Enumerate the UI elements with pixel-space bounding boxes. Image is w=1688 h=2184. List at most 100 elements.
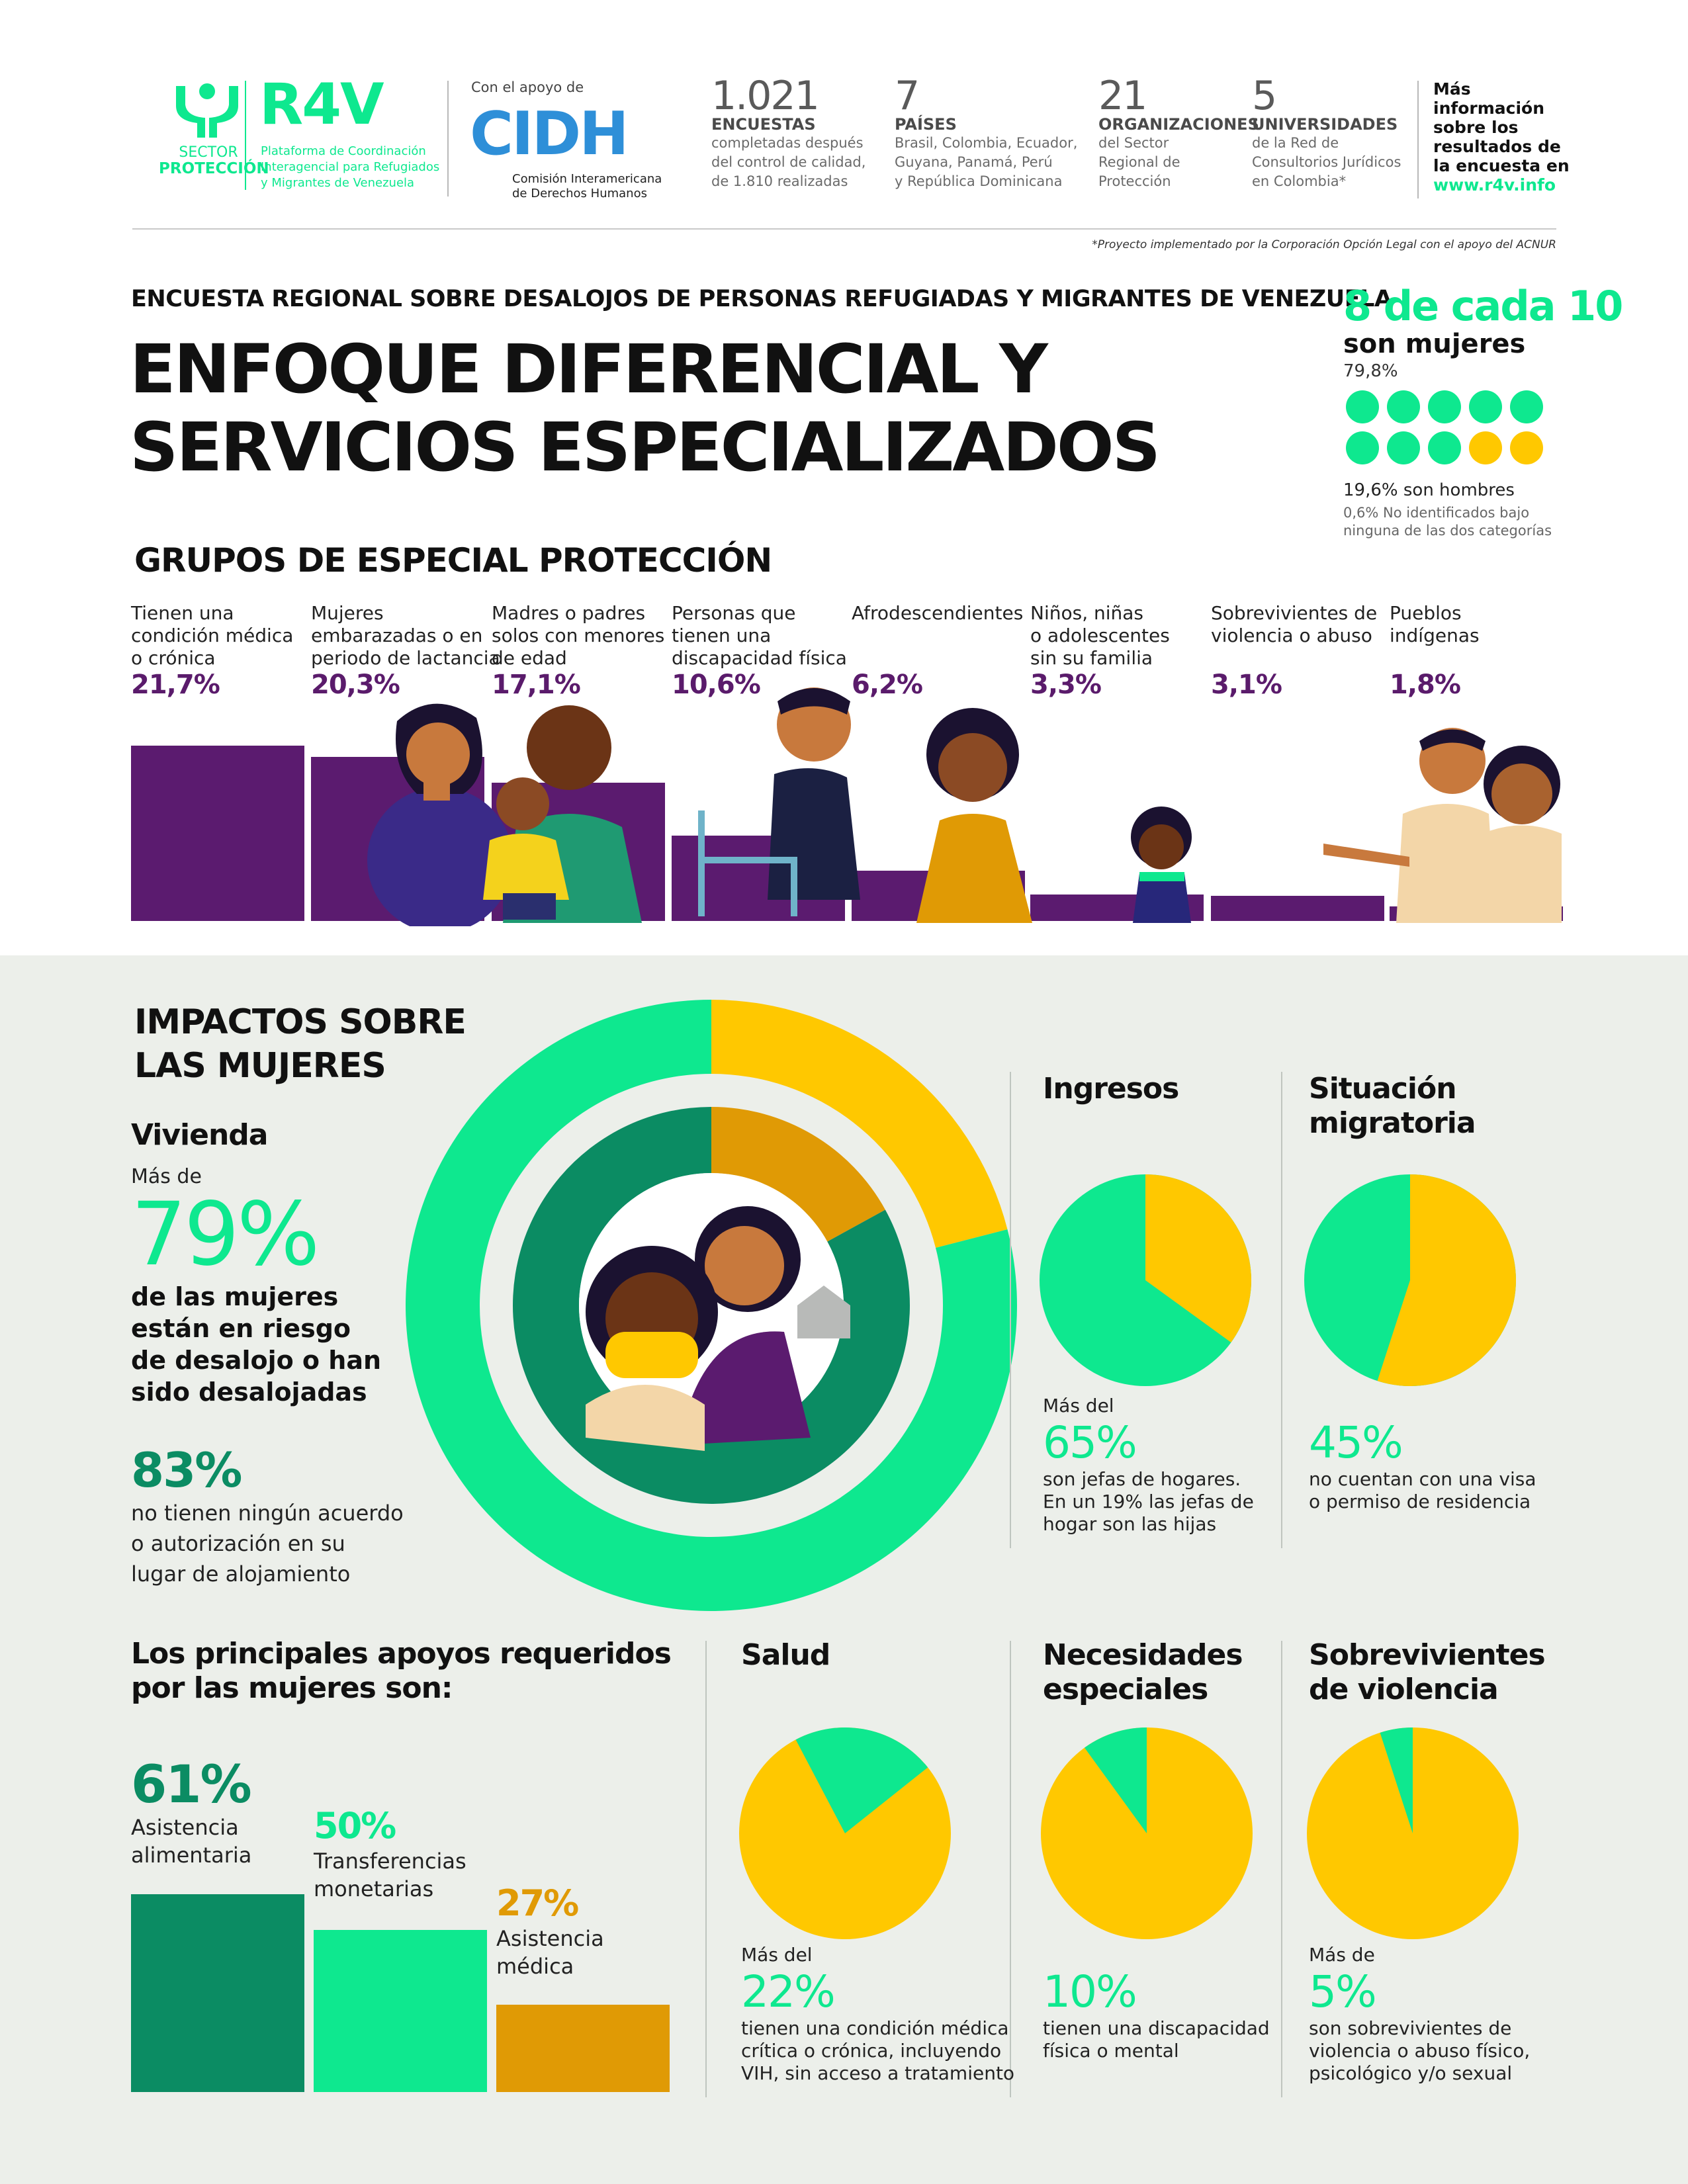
need-block: Salud [741, 1638, 1019, 1673]
ingresos-block: Ingresos [1043, 1072, 1281, 1106]
group-label: solos con menores [492, 625, 665, 646]
father-child-figure [483, 705, 642, 923]
wheelchair-user-figure [698, 687, 860, 916]
group-label: periodo de lactancia [311, 647, 500, 669]
need-title-line: Sobrevivientes [1309, 1638, 1546, 1672]
group-pct: 20,3% [311, 670, 400, 700]
r4v-line2: Interagencial para Refugiados [261, 160, 440, 174]
stat-sub: Brasil, Colombia, Ecuador, [895, 135, 1078, 151]
group-item: Madres o padres solos con menores de edad [492, 602, 670, 670]
gender-dot [1428, 431, 1461, 464]
stat-sub: Guyana, Panamá, Perú [895, 154, 1053, 170]
need-text: 10% tienen una discapacidad física o menta… [1043, 1944, 1334, 2062]
divider [245, 81, 246, 190]
support-title: Los principales apoyos requeridos por la… [131, 1637, 672, 1706]
group-label: Pueblos [1390, 602, 1462, 624]
stat-number: 1.021 [711, 73, 820, 119]
stat-number: 5 [1252, 73, 1277, 119]
group-pct: 21,7% [131, 670, 220, 700]
impacts-title-line: LAS MUJERES [134, 1046, 386, 1086]
need-desc-line: VIH, sin acceso a tratamiento [741, 2062, 1015, 2084]
stat-sub: Protección [1098, 173, 1171, 189]
divider [1010, 1072, 1011, 1548]
need-prefix-spacer [1043, 1944, 1334, 1966]
more-info: Más información sobre los resultados de … [1433, 79, 1579, 195]
migratoria-block: Situación migratoria [1309, 1072, 1547, 1141]
stat-sub: Consultorios Jurídicos [1252, 154, 1401, 170]
vivienda-desc2-line: o autorización en su [131, 1531, 345, 1556]
gender-unidentified: ninguna de las dos categorías [1343, 523, 1552, 539]
need-text: Más del 22% tienen una condición médica crí… [741, 1944, 1032, 2085]
support-item-label: 61% Asistencia alimentaria [131, 1757, 304, 1869]
pie-slice-value [795, 1727, 928, 1833]
gender-sub: son mujeres [1343, 329, 1526, 359]
group-label: Madres o padres [492, 602, 646, 624]
vivienda-block: Vivienda Más de 79% de las mujeres están… [131, 1118, 422, 1589]
vivienda-pct2: 83% [131, 1442, 242, 1498]
gender-box: 8 de cada 10 son mujeres 79,8% 19,6% son… [1343, 283, 1623, 548]
group-label: condición médica [131, 625, 294, 646]
sector-logo-line2: PROTECCIÓN [159, 160, 269, 177]
cidh-line2: de Derechos Humanos [512, 187, 647, 200]
house-icon [797, 1286, 850, 1338]
support-label-line: médica [496, 1954, 574, 1979]
more-info-line: resultados de [1433, 137, 1561, 156]
page-title-line2: SERVICIOS ESPECIALIZADOS [130, 408, 1161, 487]
more-info-link[interactable]: www.r4v.info [1433, 175, 1556, 195]
header-rule [132, 228, 1556, 230]
group-label: Niños, niñas [1030, 602, 1144, 624]
support-item-label: 50% Transferencias monetarias [314, 1805, 487, 1903]
group-label: Mujeres [311, 602, 384, 624]
need-pie-chart [739, 1727, 951, 1939]
need-title-line: Salud [741, 1638, 830, 1672]
need-text: Más de 5% son sobrevivientes de violencia o… [1309, 1944, 1600, 2085]
migratoria-pct: 45% [1309, 1417, 1403, 1468]
group-item: Afrodescendientes [852, 602, 1030, 625]
groups-title: GRUPOS DE ESPECIAL PROTECCIÓN [134, 541, 772, 580]
stat-number: 21 [1098, 73, 1147, 119]
support-label-line: monetarias [314, 1876, 434, 1901]
gender-pct: 79,8% [1343, 361, 1398, 381]
need-block: Sobrevivientes de violencia [1309, 1638, 1587, 1707]
need-prefix: Más de [1309, 1944, 1375, 1966]
cidh-line1: Comisión Interamericana [512, 172, 662, 186]
divider [1010, 1641, 1011, 2097]
vivienda-desc-line: de desalojo o han [131, 1346, 382, 1375]
stat-label: PAÍSES [895, 115, 957, 134]
need-desc-line: crítica o crónica, incluyendo [741, 2040, 1002, 2062]
stat-label: ORGANIZACIONES [1098, 115, 1259, 134]
stat-surveys: 1.021 ENCUESTAS completadas después del … [711, 73, 883, 191]
vivienda-desc: de las mujeres están en riesgo de desalo… [131, 1281, 422, 1408]
support-pct: 50% [314, 1805, 396, 1847]
stat-label: ENCUESTAS [711, 115, 816, 134]
group-label: Afrodescendientes [852, 602, 1024, 624]
woman-face [705, 1226, 784, 1305]
vivienda-desc-line: están en riesgo [131, 1314, 351, 1343]
need-pct: 22% [741, 1966, 836, 2017]
support-bar [314, 1930, 487, 2092]
divider [1417, 81, 1419, 198]
group-label: discapacidad física [672, 647, 847, 669]
more-info-line: Más [1433, 79, 1471, 99]
support-label-line: Transferencias [314, 1849, 466, 1874]
ingresos-desc-line: En un 19% las jefas de [1043, 1491, 1254, 1512]
group-item: Personas que tienen una discapacidad físic… [672, 602, 850, 670]
kicker: ENCUESTA REGIONAL SOBRE DESALOJOS DE PER… [131, 286, 1392, 312]
cidh-support-text: Con el apoyo de [471, 79, 584, 95]
ingresos-title: Ingresos [1043, 1072, 1179, 1106]
need-desc-line: física o mental [1043, 2040, 1179, 2062]
footnote: *Proyecto implementado por la Corporació… [1092, 238, 1556, 251]
gender-dot [1510, 431, 1543, 464]
child-shirt [586, 1385, 705, 1451]
support-title-line: Los principales apoyos requeridos [131, 1637, 672, 1671]
support-label-line: alimentaria [131, 1843, 252, 1868]
ingresos-desc-line: hogar son las hijas [1043, 1513, 1217, 1535]
need-title-line: de violencia [1309, 1673, 1499, 1706]
group-bar [1211, 896, 1384, 921]
vivienda-desc2-line: no tienen ningún acuerdo [131, 1501, 404, 1526]
group-item: Pueblos indígenas [1390, 602, 1568, 647]
stat-sub: y República Dominicana [895, 173, 1063, 189]
stat-sub: de 1.810 realizadas [711, 173, 848, 189]
stat-sub: de la Red de [1252, 135, 1339, 151]
need-pct: 10% [1043, 1966, 1137, 2017]
